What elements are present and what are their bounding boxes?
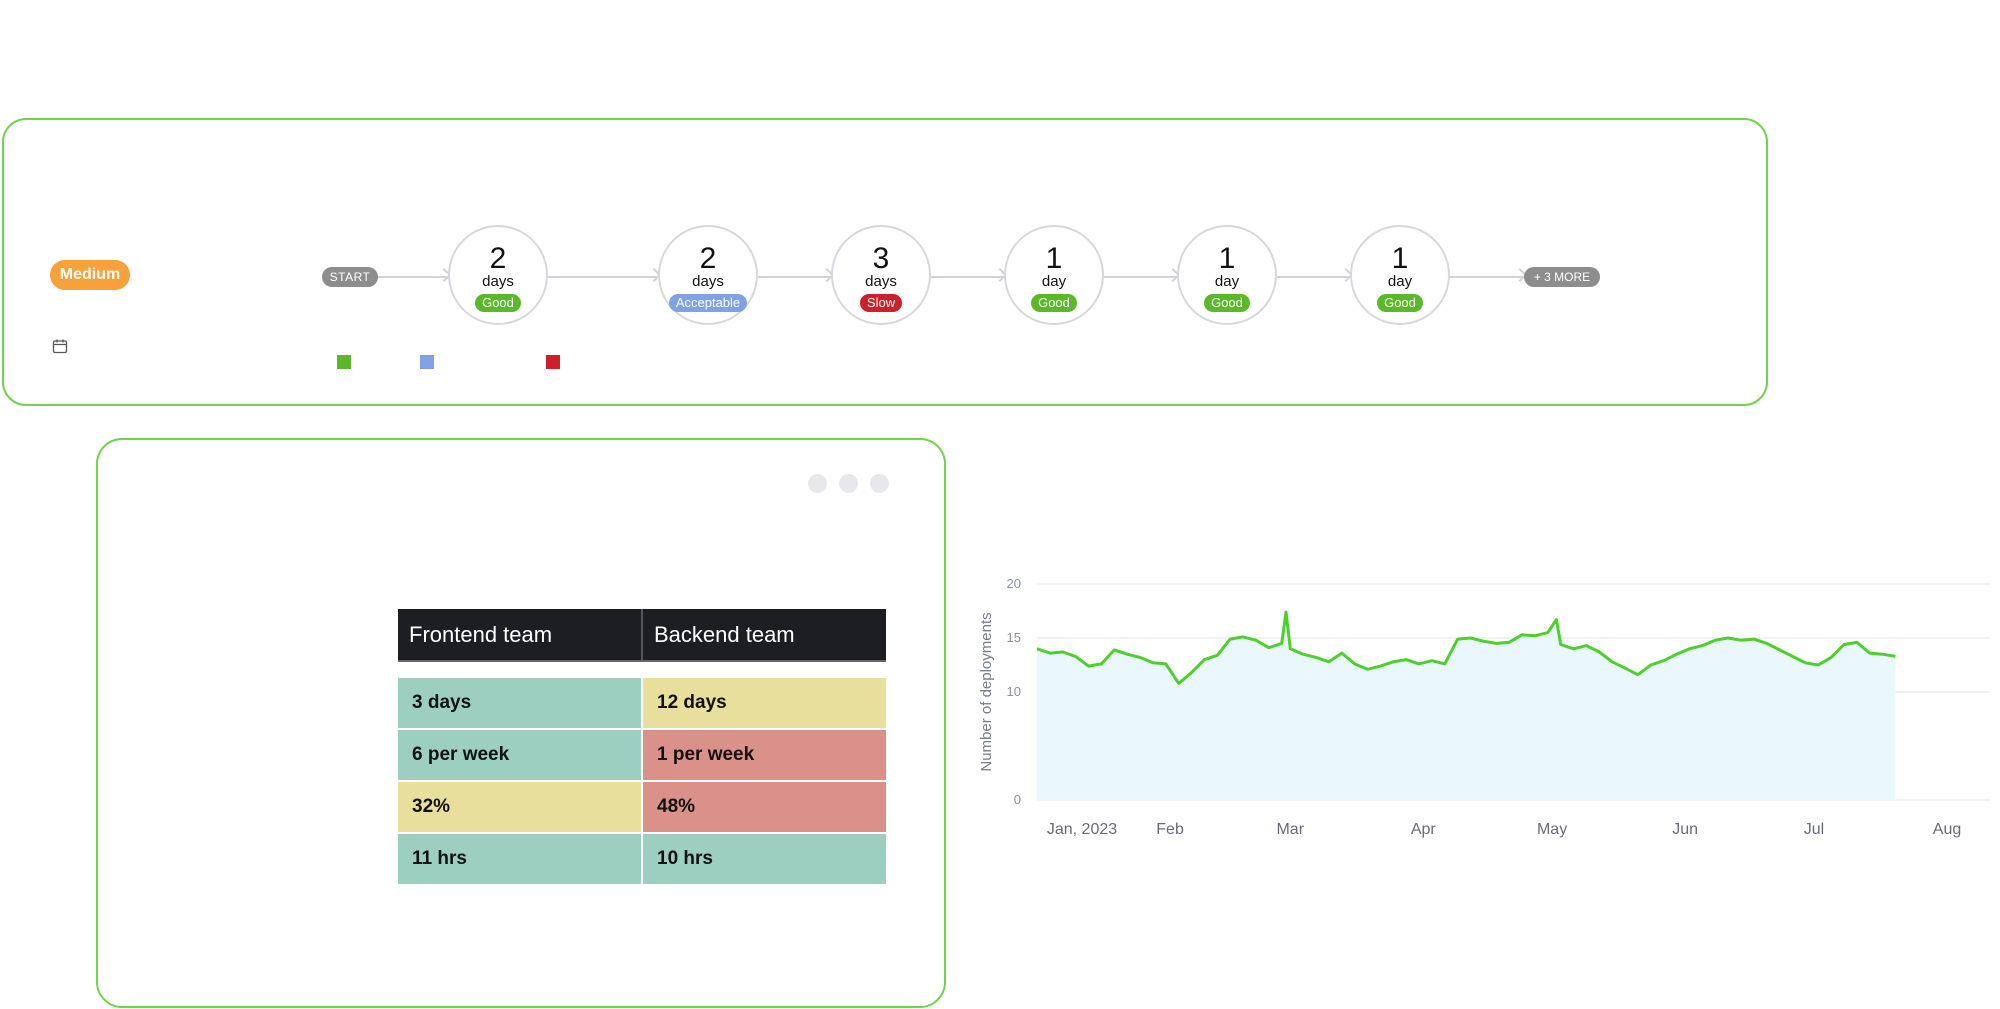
- x-tick-label: May: [1537, 821, 1567, 838]
- start-pill: START: [322, 267, 378, 287]
- more-stages-pill[interactable]: + 3 MORE: [1524, 267, 1600, 287]
- x-tick-label: Jan, 2023: [1047, 821, 1117, 838]
- column-header: Frontend team: [398, 609, 643, 662]
- stage-value: 2: [489, 242, 507, 275]
- stage-unit: days: [482, 273, 514, 290]
- stage-value: 2: [699, 242, 717, 275]
- x-tick-label: Feb: [1156, 821, 1184, 838]
- stage-node[interactable]: 1 day Good: [1177, 225, 1277, 325]
- column-header: Backend team: [642, 609, 886, 662]
- stage-node[interactable]: 1 day Good: [1350, 225, 1450, 325]
- y-tick-label: 0: [1014, 792, 1021, 807]
- stage-node[interactable]: 2 days Acceptable: [658, 225, 758, 325]
- table-row: 11 hrs 10 hrs: [398, 832, 886, 886]
- x-tick-label: Mar: [1276, 821, 1304, 838]
- table-cell: 32%: [398, 780, 643, 834]
- series-area: [1037, 612, 1896, 800]
- stage-connector: [378, 276, 448, 278]
- stage-connector: [548, 276, 658, 278]
- window-dot-icon: [870, 474, 889, 493]
- stage-connector: [1450, 276, 1524, 278]
- stage-node[interactable]: 1 day Good: [1004, 225, 1104, 325]
- stage-unit: days: [692, 273, 724, 290]
- stage-unit: days: [865, 273, 897, 290]
- table-row: 32% 48%: [398, 780, 886, 834]
- stage-rating-badge: Good: [475, 294, 521, 312]
- table-cell: 10 hrs: [641, 832, 886, 886]
- legend-swatch-good: [337, 355, 351, 369]
- stage-rating-badge: Slow: [859, 294, 903, 312]
- table-cell: 3 days: [398, 676, 643, 730]
- table-cell: 11 hrs: [398, 832, 643, 886]
- stage-rating-badge: Acceptable: [668, 294, 748, 312]
- calendar-icon: [52, 339, 68, 354]
- stage-value: 3: [872, 242, 890, 275]
- table-header-row: Frontend team Backend team: [398, 609, 886, 662]
- x-tick-label: Jul: [1804, 821, 1824, 838]
- window-dot-icon: [839, 474, 858, 493]
- table-row: 6 per week 1 per week: [398, 728, 886, 782]
- table-row: 3 days 12 days: [398, 676, 886, 730]
- y-tick-label: 20: [1007, 576, 1021, 591]
- table-cell: 12 days: [641, 676, 886, 730]
- x-tick-label: Jun: [1672, 821, 1698, 838]
- priority-badge: Medium: [50, 260, 130, 290]
- stage-value: 1: [1391, 242, 1409, 275]
- stage-connector: [931, 276, 1004, 278]
- stage-node[interactable]: 3 days Slow: [831, 225, 931, 325]
- window-dot-icon: [808, 474, 827, 493]
- y-axis-label: Number of deployments: [978, 612, 995, 771]
- stage-rating-badge: Good: [1204, 294, 1250, 312]
- deployments-chart: 0 10 15 20 Number of deployments Jan, 2023 Feb…: [978, 576, 1990, 838]
- legend-swatch-slow: [546, 355, 560, 369]
- stage-connector: [758, 276, 831, 278]
- y-tick-label: 15: [1007, 630, 1021, 645]
- table-cell: 48%: [641, 780, 886, 834]
- stage-node[interactable]: 2 days Good: [448, 225, 548, 325]
- stage-unit: day: [1214, 273, 1240, 290]
- comparison-table: Frontend team Backend team 3 days 12 day…: [398, 609, 886, 886]
- series-line: [1036, 610, 1896, 685]
- x-tick-label: Aug: [1933, 821, 1961, 838]
- stage-value: 1: [1218, 242, 1236, 275]
- legend-swatch-acceptable: [420, 355, 434, 369]
- stage-value: 1: [1045, 242, 1063, 275]
- stage-unit: day: [1041, 273, 1067, 290]
- stage-unit: day: [1387, 273, 1413, 290]
- y-tick-label: 10: [1007, 684, 1021, 699]
- stage-connector: [1277, 276, 1350, 278]
- stage-connector: [1104, 276, 1177, 278]
- table-cell: 1 per week: [641, 728, 886, 782]
- stage-rating-badge: Good: [1377, 294, 1423, 312]
- stage-rating-badge: Good: [1031, 294, 1077, 312]
- x-tick-label: Apr: [1411, 821, 1437, 838]
- table-cell: 6 per week: [398, 728, 643, 782]
